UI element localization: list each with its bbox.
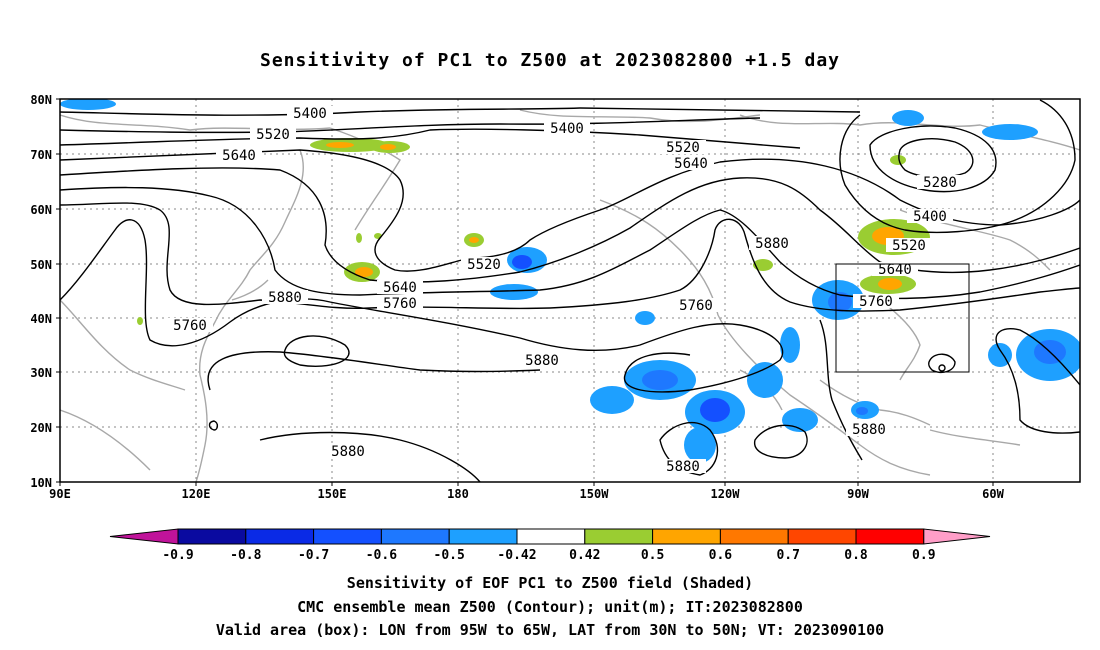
contour-label: 5520 [892,238,926,254]
lon-axis: 90E 120E 150E 180 150W 120W 90W 60W [49,487,1004,501]
valid-area-box [835,263,970,373]
contour-label: 5640 [383,280,417,296]
map-frame [59,98,1081,483]
colorbar-bin [652,528,721,545]
colorbar-bin [380,528,450,545]
footer-line-3: Valid area (box): LON from 95W to 65W, L… [215,621,885,639]
colorbar-label: 0.5 [641,548,664,563]
contour-label: 5760 [173,318,207,334]
lat-tick-label: 80N [30,93,52,107]
contour-label: 5880 [755,236,789,252]
contour-label: 5280 [923,175,957,191]
colorbar-label: 0.9 [912,548,935,563]
colorbar-bin [719,528,789,545]
contour-label: 5640 [674,156,708,172]
colorbar-low-end [109,528,179,545]
colorbar-bin [448,528,518,545]
colorbar-label: 0.6 [709,548,733,563]
lat-tick-label: 70N [30,148,52,162]
colorbar-label: 0.8 [844,548,868,563]
colorbar: -0.9 -0.8 -0.7 -0.6 -0.5 -0.42 0.42 0.5 0.6 0.7 0.… [109,528,991,563]
colorbar-bin [855,528,925,545]
contour-label: 5880 [852,422,886,438]
contour-label: 5520 [666,140,700,156]
lon-tick-label: 90E [49,487,71,501]
footer-line-2: CMC ensemble mean Z500 (Contour); unit(m… [297,598,803,616]
colorbar-bin [787,528,857,545]
lat-tick-label: 20N [30,421,52,435]
colorbar-bin [516,528,586,545]
contour-label: 5760 [383,296,417,312]
lon-tick-label: 120E [182,487,211,501]
colorbar-label: -0.5 [434,548,465,563]
contour-label: 5400 [913,209,947,225]
colorbar-bin [584,528,654,545]
colorbar-label: -0.7 [298,548,329,563]
lat-tick-label: 50N [30,258,52,272]
colorbar-label: 0.7 [776,548,799,563]
contour-label: 5760 [679,298,713,314]
colorbar-label: -0.42 [497,548,536,563]
contour-label: 5400 [293,106,327,122]
sensitivity-shading [60,99,1080,463]
contour-label: 5520 [467,257,501,273]
contour-label: 5880 [525,353,559,369]
colorbar-label: -0.6 [366,548,397,563]
colorbar-bin [313,528,382,545]
contour-label: 5760 [859,294,893,310]
colorbar-label: 0.42 [569,548,600,563]
colorbar-high-end [923,528,991,545]
lat-axis: 80N 70N 60N 50N 40N 30N 20N 10N [30,93,52,490]
contour-label: 5640 [222,148,256,164]
map-area [60,99,1080,482]
colorbar-label: -0.9 [162,548,193,563]
contour-label: 5520 [256,127,290,143]
contour-label: 5400 [550,121,584,137]
colorbar-bin [245,528,315,545]
lon-tick-label: 120W [711,487,741,501]
figure-title: Sensitivity of PC1 to Z500 at 2023082800… [259,50,840,71]
colorbar-bin [177,528,247,545]
contour-label-group: 5400 5400 5520 5520 5640 5640 5280 5400 … [167,106,963,475]
contour-label: 5880 [331,444,365,460]
lat-tick-label: 10N [30,476,52,490]
lon-tick-label: 150W [580,487,610,501]
lon-tick-label: 150E [318,487,347,501]
lat-tick-label: 40N [30,312,52,326]
contour-label: 5640 [878,262,912,278]
lat-tick-label: 30N [30,366,52,380]
lon-tick-label: 90W [847,487,869,501]
footer-line-1: Sensitivity of EOF PC1 to Z500 field (Sh… [346,574,754,592]
contour-label: 5880 [666,459,700,475]
lon-tick-label: 180 [447,487,469,501]
colorbar-label: -0.8 [230,548,261,563]
tick-marks [56,98,994,486]
lon-tick-label: 60W [982,487,1004,501]
lat-tick-label: 60N [30,203,52,217]
gridlines [60,99,1080,482]
contour-label: 5880 [268,290,302,306]
